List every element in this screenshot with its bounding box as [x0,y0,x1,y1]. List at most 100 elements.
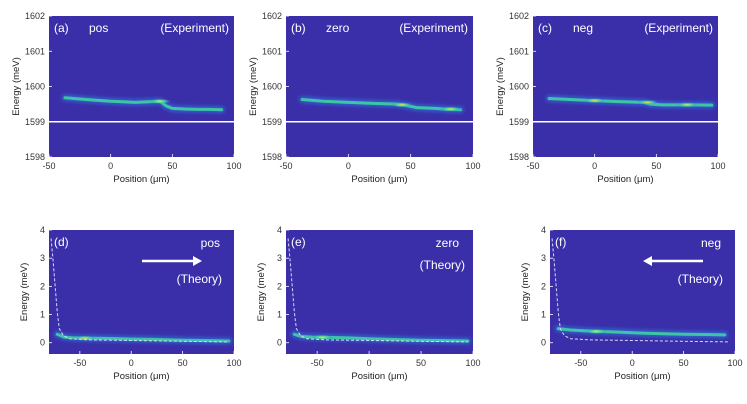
y-tick-label: 1602 [262,11,282,21]
y-tick-label: 1598 [509,152,529,162]
y-tick-label: 3 [277,253,282,263]
panel-source: (Experiment) [399,21,468,35]
panel-letter: (b) [291,21,306,35]
hotspot-1 [585,328,608,335]
y-tick-label: 2 [40,281,45,291]
panel-condition: zero [326,21,350,35]
panel-source: (Experiment) [160,21,229,35]
y-tick-label: 1602 [509,11,529,21]
heatmap-layer [49,94,234,123]
panel-source: (Experiment) [644,21,713,35]
x-tick-label: 100 [727,358,742,368]
y-tick-label: 1 [541,310,546,320]
x-tick-label: 50 [406,161,416,171]
y-axis-label: Energy (meV) [19,263,30,322]
x-tick-label: 100 [226,358,241,368]
emission-band [63,96,224,112]
chart-panel-6: (f) neg (Theory) -50 0 50 100 0 1 2 3 4 Position (μm… [520,225,743,382]
direction-arrow-head [193,256,202,266]
x-axis-label: Position (μm) [351,371,407,382]
x-tick-label: 0 [129,358,134,368]
hotspot-1 [390,102,413,108]
y-axis-label: Energy (meV) [256,263,267,322]
panel-source: (Theory) [177,272,222,286]
chart-panel-1: (a) pos (Experiment) -50 0 50 100 1598 1599 1600 1… [11,11,242,185]
plot-area [49,230,234,354]
y-tick-label: 1599 [262,117,282,127]
hotspot-1 [311,334,334,340]
y-tick-label: 1600 [262,82,282,92]
y-axis-label: Energy (meV) [495,57,506,116]
x-tick-label: 0 [367,358,372,368]
x-tick-label: 50 [167,161,177,171]
hotspot-2 [636,99,659,105]
panel-condition: pos [201,236,220,250]
chart-panel-5: (e) zero (Theory) -50 0 50 100 0 1 2 3 4 Position (μ… [256,225,481,382]
x-tick-label: -50 [574,358,587,368]
y-tick-label: 1602 [25,11,45,21]
panel-condition: zero [436,236,460,250]
panel-letter: (d) [54,235,69,249]
panel-condition: pos [89,21,108,35]
y-tick-label: 1 [277,310,282,320]
y-tick-label: 0 [541,338,546,348]
panel-letter: (f) [555,235,566,249]
y-tick-label: 1600 [25,82,45,92]
panel-letter: (e) [291,235,306,249]
x-tick-label: 100 [710,161,725,171]
panel-source: (Theory) [420,258,465,272]
y-tick-label: 1 [40,310,45,320]
heatmap-layer [50,238,233,345]
plot-area [49,16,234,157]
y-tick-label: 3 [541,253,546,263]
emission-band [55,332,231,343]
x-axis-label: Position (μm) [351,174,407,185]
y-tick-label: 1598 [25,152,45,162]
y-tick-label: 0 [40,338,45,348]
x-axis-label: Position (μm) [113,174,169,185]
y-axis-label: Energy (meV) [11,57,22,116]
panel-source: (Theory) [678,272,723,286]
y-tick-label: 4 [277,225,282,235]
hotspot-2 [439,106,462,112]
hotspot-1 [149,98,171,104]
y-tick-label: 4 [40,225,45,235]
y-axis-label: Energy (meV) [520,263,531,322]
y-tick-label: 1600 [509,82,529,92]
x-axis-label: Position (μm) [614,371,670,382]
x-tick-label: -50 [526,161,539,171]
x-tick-label: 50 [416,358,426,368]
y-tick-label: 1599 [509,117,529,127]
hotspot-3 [676,102,699,108]
x-tick-label: 50 [178,358,188,368]
plot-area [286,230,473,354]
x-tick-label: -50 [279,161,292,171]
chart-panel-3: (c) neg (Experiment) -50 0 50 100 1598 1599 1600 1… [495,11,726,185]
y-tick-label: 1601 [262,46,282,56]
y-tick-label: 1599 [25,117,45,127]
heatmap-layer [286,96,473,123]
heatmap-layer [287,238,472,345]
x-tick-label: 50 [679,358,689,368]
panel-condition: neg [573,21,593,35]
y-tick-label: 2 [541,281,546,291]
direction-arrow-head [643,256,652,266]
heatmap-layer [551,238,730,343]
x-tick-label: 0 [346,161,351,171]
y-tick-label: 1601 [25,46,45,56]
x-tick-label: 0 [592,161,597,171]
emission-band [292,332,470,343]
x-tick-label: 50 [651,161,661,171]
x-tick-label: 100 [465,358,480,368]
chart-panel-4: (d) pos (Theory) -50 0 50 100 0 1 2 3 4 Position (μm… [19,225,242,382]
emission-band [556,327,727,337]
x-axis-label: Position (μm) [113,371,169,382]
dashed-dispersion-curve [287,238,468,343]
plot-area [533,16,718,157]
x-tick-label: 100 [465,161,480,171]
panel-condition: neg [701,236,721,250]
y-tick-label: 3 [40,253,45,263]
heatmap-layer [533,94,718,123]
x-tick-label: 0 [108,161,113,171]
x-tick-label: -50 [73,358,86,368]
